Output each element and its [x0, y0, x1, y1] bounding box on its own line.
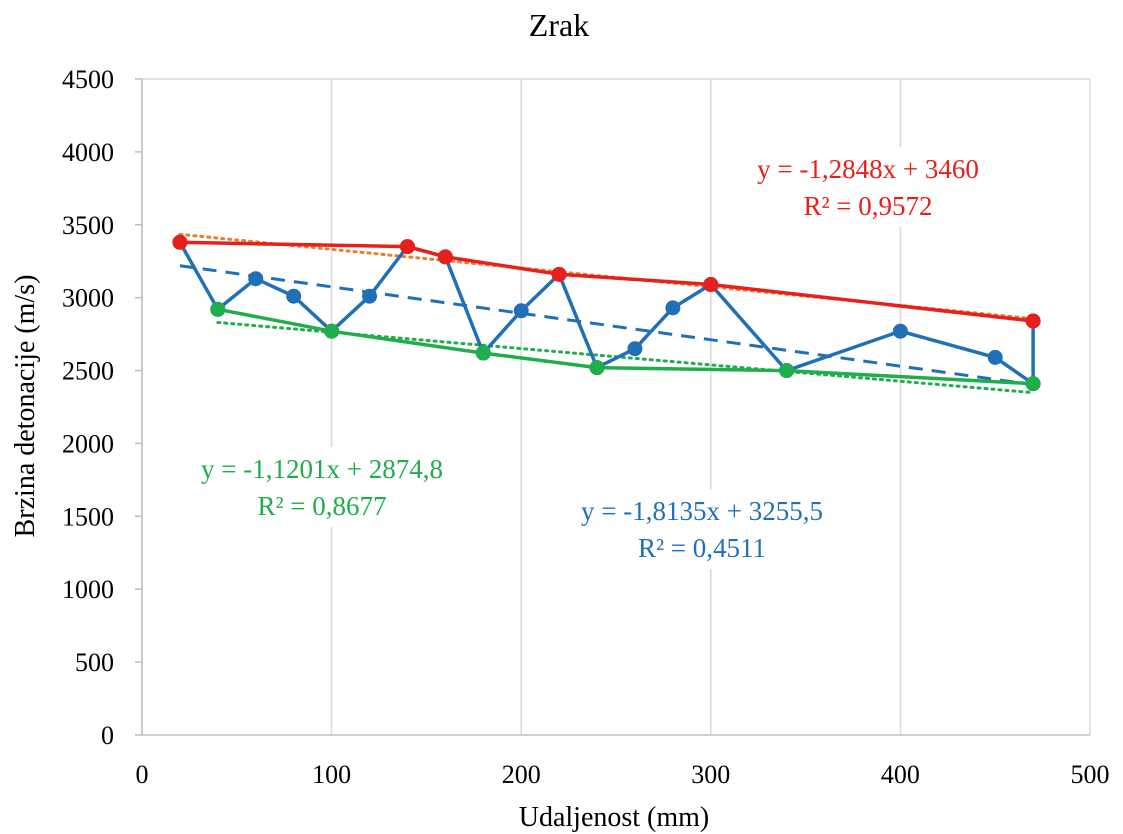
- annotation-box: [722, 147, 1016, 227]
- trendline-1: [179, 264, 1034, 387]
- x-tick-label: 100: [312, 760, 351, 789]
- trend-r2-label: R² = 0,8677: [257, 491, 386, 521]
- series-2-point: [551, 266, 567, 282]
- series-1-point: [665, 300, 681, 316]
- x-tick-label: 200: [502, 760, 541, 789]
- series-3-point: [475, 345, 491, 361]
- y-tick-label: 0: [101, 721, 114, 750]
- trend-r2-label: R² = 0,4511: [638, 533, 766, 563]
- y-tick-label: 4000: [62, 138, 114, 167]
- x-tick-label: 300: [691, 760, 730, 789]
- series-3-point: [779, 363, 795, 379]
- series-3-point: [1025, 376, 1041, 392]
- y-tick-label: 3500: [62, 211, 114, 240]
- series-2-point: [1025, 313, 1041, 329]
- trend-equation-label: y = -1,8135x + 3255,5: [581, 496, 823, 526]
- y-tick-label: 2500: [62, 357, 114, 386]
- series-1-point: [987, 349, 1003, 365]
- series-2-point: [172, 234, 188, 250]
- series-3-point: [210, 301, 226, 317]
- series-1-point: [513, 303, 529, 319]
- y-tick-label: 4500: [62, 65, 114, 94]
- axes: 0 500 1000 1500 2000 2500 3000 3500 4000 4500 0 100…: [62, 65, 1110, 789]
- series-1-line: [178, 241, 1035, 386]
- y-tick-label: 1000: [62, 575, 114, 604]
- series-1-point: [627, 341, 643, 357]
- series-1-point: [892, 323, 908, 339]
- y-tick-label: 2000: [62, 429, 114, 458]
- y-tick-label: 3000: [62, 284, 114, 313]
- chart-title: Zrak: [529, 7, 589, 43]
- x-axis-title: Udaljenost (mm): [519, 802, 710, 833]
- trend-equation-label: y = -1,1201x + 2874,8: [201, 454, 443, 484]
- series: [172, 234, 1041, 392]
- series-1-point: [286, 288, 302, 304]
- x-tick-label: 400: [881, 760, 920, 789]
- series-3-point: [589, 360, 605, 376]
- y-tick-label: 1500: [62, 502, 114, 531]
- annotations: y = -1,2848x + 3460 R² = 0,9572 y = -1,120…: [168, 147, 1016, 569]
- trend-equation-label: y = -1,2848x + 3460: [757, 154, 979, 184]
- series-2-line: [179, 240, 1034, 323]
- series-1-point: [362, 288, 378, 304]
- annotation-box: [168, 447, 476, 527]
- x-tick-label: 500: [1071, 760, 1110, 789]
- x-tick-label: 0: [136, 760, 149, 789]
- series-2-point: [399, 239, 415, 255]
- annotation-box: [584, 489, 820, 569]
- series-2-point: [703, 277, 719, 293]
- y-tick-label: 500: [75, 648, 114, 677]
- series-3-point: [324, 323, 340, 339]
- series-1-point: [248, 271, 264, 287]
- y-axis-title: Brzina detonacije (m/s): [10, 275, 41, 538]
- series-3-line: [217, 307, 1034, 386]
- series-2-point: [437, 249, 453, 265]
- trend-r2-label: R² = 0,9572: [803, 191, 932, 221]
